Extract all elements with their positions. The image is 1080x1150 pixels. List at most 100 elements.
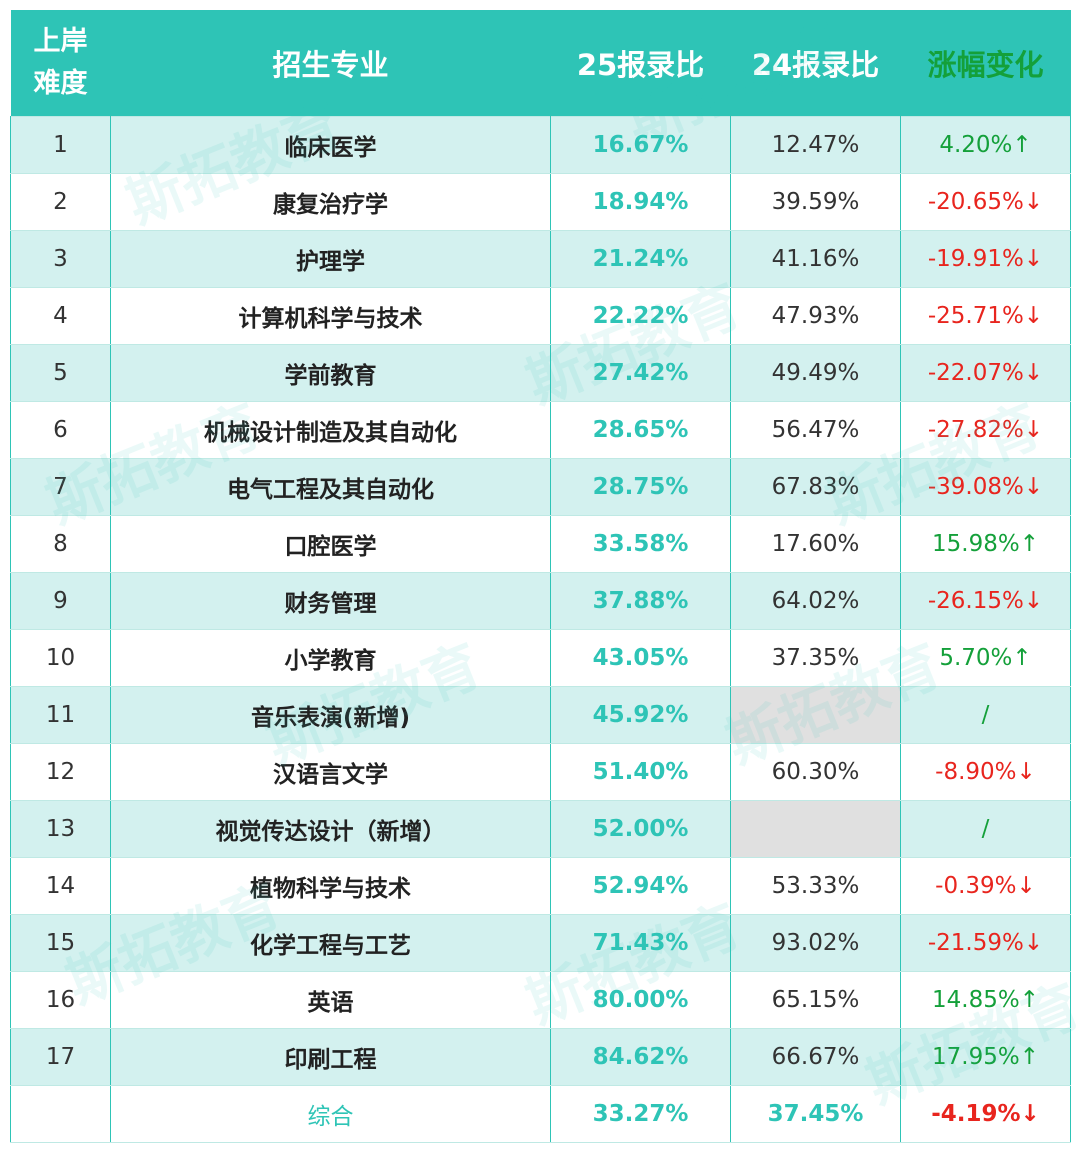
change-cell: 14.85%↑: [900, 971, 1071, 1029]
major-cell: 小学教育: [110, 629, 551, 687]
major-cell: 机械设计制造及其自动化: [110, 401, 551, 459]
ratio-25-cell: 16.67%: [550, 116, 731, 174]
header-difficulty-line1: 上岸: [33, 26, 88, 57]
major-cell: 英语: [110, 971, 551, 1029]
change-cell: -19.91%↓: [900, 230, 1071, 288]
major-cell: 视觉传达设计（新增）: [110, 800, 551, 858]
ratio-25-cell: 28.75%: [550, 458, 731, 516]
major-cell: 汉语言文学: [110, 743, 551, 801]
header-ratio-25: 25报录比: [550, 10, 731, 117]
ratio-24-cell: 49.49%: [730, 344, 901, 402]
summary-row: 综合 33.27% 37.45% -4.19%↓: [10, 1085, 1071, 1143]
change-cell: /: [900, 686, 1071, 744]
table-row: 8 口腔医学 33.58% 17.60% 15.98%↑: [10, 515, 1071, 573]
table-row: 11 音乐表演(新增) 45.92% /: [10, 686, 1071, 744]
major-cell: 植物科学与技术: [110, 857, 551, 915]
ratio-24-cell: 53.33%: [730, 857, 901, 915]
ratio-24-cell: [730, 686, 901, 744]
ratio-25-cell: 52.94%: [550, 857, 731, 915]
ratio-25-cell: 45.92%: [550, 686, 731, 744]
change-cell: -25.71%↓: [900, 287, 1071, 345]
rank-cell: 9: [10, 572, 111, 630]
ratio-25-cell: 33.27%: [550, 1085, 731, 1143]
ratio-24-cell: 67.83%: [730, 458, 901, 516]
change-cell: -4.19%↓: [900, 1085, 1071, 1143]
table-row: 9 财务管理 37.88% 64.02% -26.15%↓: [10, 572, 1071, 630]
rank-cell: 10: [10, 629, 111, 687]
table-header-row: 上岸 难度 招生专业 25报录比 24报录比 涨幅变化: [10, 10, 1071, 117]
ratio-24-cell: 12.47%: [730, 116, 901, 174]
rank-cell: 8: [10, 515, 111, 573]
major-cell: 临床医学: [110, 116, 551, 174]
major-cell: 口腔医学: [110, 515, 551, 573]
table-row: 13 视觉传达设计（新增） 52.00% /: [10, 800, 1071, 858]
major-cell: 印刷工程: [110, 1028, 551, 1086]
rank-cell: 7: [10, 458, 111, 516]
ratio-24-cell: 47.93%: [730, 287, 901, 345]
ratio-25-cell: 43.05%: [550, 629, 731, 687]
rank-cell: 2: [10, 173, 111, 231]
table-row: 14 植物科学与技术 52.94% 53.33% -0.39%↓: [10, 857, 1071, 915]
major-cell: 综合: [110, 1085, 551, 1143]
admission-ratio-table-container: 上岸 难度 招生专业 25报录比 24报录比 涨幅变化 1 临床医学 16.67% 1…: [10, 10, 1071, 1150]
change-cell: -21.59%↓: [900, 914, 1071, 972]
ratio-25-cell: 18.94%: [550, 173, 731, 231]
rank-cell: 17: [10, 1028, 111, 1086]
rank-cell: 6: [10, 401, 111, 459]
ratio-25-cell: 71.43%: [550, 914, 731, 972]
table-row: 10 小学教育 43.05% 37.35% 5.70%↑: [10, 629, 1071, 687]
ratio-25-cell: 37.88%: [550, 572, 731, 630]
change-cell: -20.65%↓: [900, 173, 1071, 231]
rank-cell: 5: [10, 344, 111, 402]
ratio-24-cell: 65.15%: [730, 971, 901, 1029]
ratio-25-cell: 80.00%: [550, 971, 731, 1029]
ratio-25-cell: 28.65%: [550, 401, 731, 459]
table-row: 5 学前教育 27.42% 49.49% -22.07%↓: [10, 344, 1071, 402]
major-cell: 计算机科学与技术: [110, 287, 551, 345]
table-row: 2 康复治疗学 18.94% 39.59% -20.65%↓: [10, 173, 1071, 231]
major-cell: 学前教育: [110, 344, 551, 402]
change-cell: 15.98%↑: [900, 515, 1071, 573]
change-cell: -39.08%↓: [900, 458, 1071, 516]
rank-cell: 1: [10, 116, 111, 174]
rank-cell: 16: [10, 971, 111, 1029]
major-cell: 音乐表演(新增): [110, 686, 551, 744]
ratio-25-cell: 33.58%: [550, 515, 731, 573]
table-row: 1 临床医学 16.67% 12.47% 4.20%↑: [10, 116, 1071, 174]
ratio-25-cell: 27.42%: [550, 344, 731, 402]
change-cell: -22.07%↓: [900, 344, 1071, 402]
header-difficulty: 上岸 难度: [10, 10, 111, 117]
ratio-24-cell: 56.47%: [730, 401, 901, 459]
rank-cell: 15: [10, 914, 111, 972]
table-row: 3 护理学 21.24% 41.16% -19.91%↓: [10, 230, 1071, 288]
change-cell: 17.95%↑: [900, 1028, 1071, 1086]
table-row: 17 印刷工程 84.62% 66.67% 17.95%↑: [10, 1028, 1071, 1086]
ratio-25-cell: 22.22%: [550, 287, 731, 345]
rank-cell: 12: [10, 743, 111, 801]
table-row: 15 化学工程与工艺 71.43% 93.02% -21.59%↓: [10, 914, 1071, 972]
ratio-24-cell: 41.16%: [730, 230, 901, 288]
header-difficulty-line2: 难度: [33, 68, 88, 99]
change-cell: -27.82%↓: [900, 401, 1071, 459]
change-cell: -8.90%↓: [900, 743, 1071, 801]
major-cell: 财务管理: [110, 572, 551, 630]
rank-cell: 4: [10, 287, 111, 345]
header-change: 涨幅变化: [900, 10, 1071, 117]
change-cell: -26.15%↓: [900, 572, 1071, 630]
ratio-24-cell: 66.67%: [730, 1028, 901, 1086]
ratio-24-cell: 93.02%: [730, 914, 901, 972]
ratio-25-cell: 84.62%: [550, 1028, 731, 1086]
rank-cell: 3: [10, 230, 111, 288]
ratio-24-cell: 39.59%: [730, 173, 901, 231]
change-cell: 4.20%↑: [900, 116, 1071, 174]
table-row: 6 机械设计制造及其自动化 28.65% 56.47% -27.82%↓: [10, 401, 1071, 459]
ratio-24-cell: 17.60%: [730, 515, 901, 573]
change-cell: -0.39%↓: [900, 857, 1071, 915]
table-body: 1 临床医学 16.67% 12.47% 4.20%↑ 2 康复治疗学 18.94% 39.59…: [10, 116, 1071, 1143]
ratio-24-cell: 60.30%: [730, 743, 901, 801]
change-cell: 5.70%↑: [900, 629, 1071, 687]
ratio-25-cell: 21.24%: [550, 230, 731, 288]
header-ratio-24: 24报录比: [730, 10, 901, 117]
table-row: 7 电气工程及其自动化 28.75% 67.83% -39.08%↓: [10, 458, 1071, 516]
rank-cell: [10, 1085, 111, 1143]
